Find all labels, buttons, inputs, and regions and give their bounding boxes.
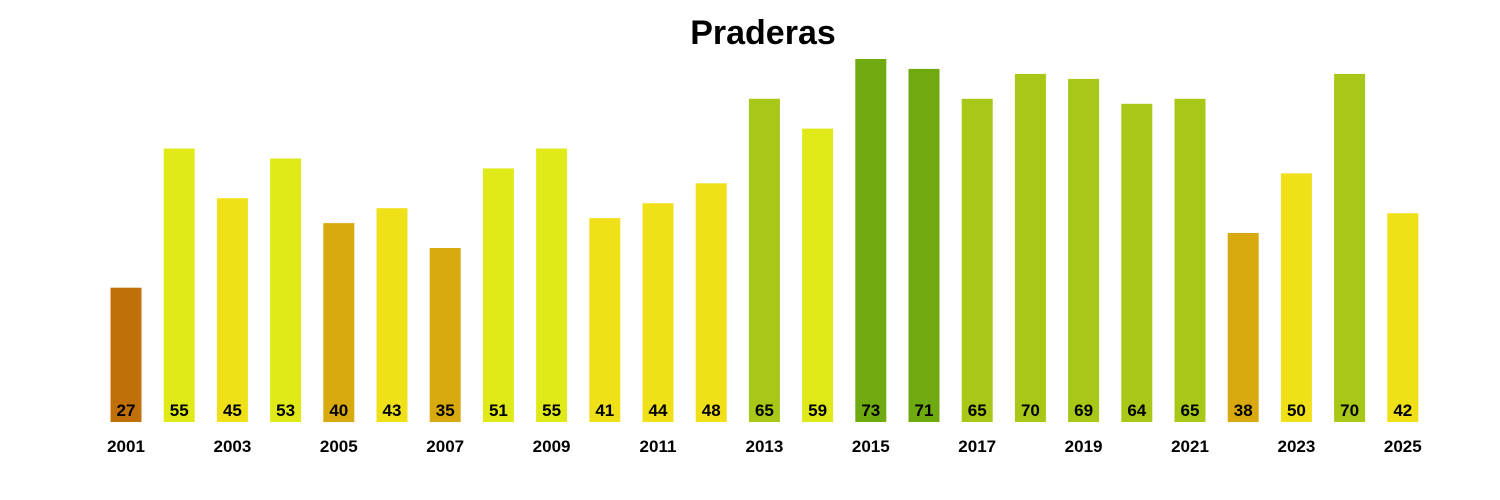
bar-2004 (270, 158, 302, 422)
value-label-2017: 65 (968, 401, 987, 420)
x-axis-ticks: 2001 2003 2005 2007 2009 2011 2013 2015 2017 2019… (107, 437, 1422, 456)
value-label-2006: 43 (383, 401, 402, 420)
value-label-2002: 55 (170, 401, 189, 420)
value-label-2020: 64 (1127, 401, 1146, 420)
bar-2016 (908, 68, 940, 423)
bar-2022 (1227, 233, 1259, 422)
bar-2014 (802, 128, 834, 422)
value-label-2024: 70 (1340, 401, 1359, 420)
bar-2019 (1068, 78, 1100, 423)
bar-2001 (110, 287, 142, 422)
value-label-2015: 73 (861, 401, 880, 420)
bar-2011 (642, 203, 674, 422)
value-label-2018: 70 (1021, 401, 1040, 420)
value-label-2022: 38 (1234, 401, 1253, 420)
bar-2003 (216, 198, 248, 422)
value-label-2005: 40 (329, 401, 348, 420)
x-tick-2011: 2011 (640, 437, 677, 456)
bar-2025 (1387, 213, 1419, 422)
value-labels-group: 27 55 45 53 40 43 35 51 55 41 44 48 65 59 73 71 65 70 69 64… (117, 401, 1413, 420)
bar-2017 (961, 98, 993, 423)
value-label-2001: 27 (117, 401, 136, 420)
value-label-2011: 44 (649, 401, 668, 420)
bar-2008 (482, 168, 514, 422)
bar-2006 (376, 208, 408, 422)
bar-2012 (695, 183, 727, 422)
bar-2023 (1280, 173, 1312, 422)
x-tick-2009: 2009 (533, 437, 571, 456)
value-label-2019: 69 (1074, 401, 1093, 420)
value-label-2013: 65 (755, 401, 774, 420)
value-label-2021: 65 (1181, 401, 1200, 420)
x-tick-2013: 2013 (745, 437, 783, 456)
value-label-2007: 35 (436, 401, 455, 420)
value-label-2016: 71 (915, 401, 934, 420)
x-tick-2007: 2007 (426, 437, 464, 456)
bar-2020 (1121, 103, 1153, 423)
bar-2021 (1174, 98, 1206, 423)
bar-2007 (429, 248, 461, 422)
x-tick-2019: 2019 (1065, 437, 1103, 456)
x-tick-2017: 2017 (958, 437, 996, 456)
bar-2015 (855, 59, 887, 422)
x-tick-2003: 2003 (213, 437, 251, 456)
bar-2009 (536, 148, 568, 422)
x-tick-2001: 2001 (107, 437, 145, 456)
x-tick-2023: 2023 (1277, 437, 1315, 456)
bar-2010 (589, 218, 621, 422)
bar-2018 (1014, 73, 1046, 423)
value-label-2012: 48 (702, 401, 721, 420)
value-label-2025: 42 (1393, 401, 1412, 420)
bar-2005 (323, 223, 355, 422)
value-label-2023: 50 (1287, 401, 1306, 420)
x-tick-2005: 2005 (320, 437, 358, 456)
x-tick-2025: 2025 (1384, 437, 1422, 456)
bar-2024 (1334, 73, 1366, 423)
x-tick-2015: 2015 (852, 437, 890, 456)
bars-group (110, 59, 1419, 423)
chart-title: Praderas (690, 14, 836, 52)
bar-2013 (748, 98, 780, 423)
value-label-2004: 53 (276, 401, 295, 420)
value-label-2009: 55 (542, 401, 561, 420)
value-label-2003: 45 (223, 401, 242, 420)
bar-2002 (163, 148, 195, 422)
value-label-2010: 41 (595, 401, 614, 420)
x-tick-2021: 2021 (1171, 437, 1209, 456)
value-label-2014: 59 (808, 401, 827, 420)
value-label-2008: 51 (489, 401, 508, 420)
